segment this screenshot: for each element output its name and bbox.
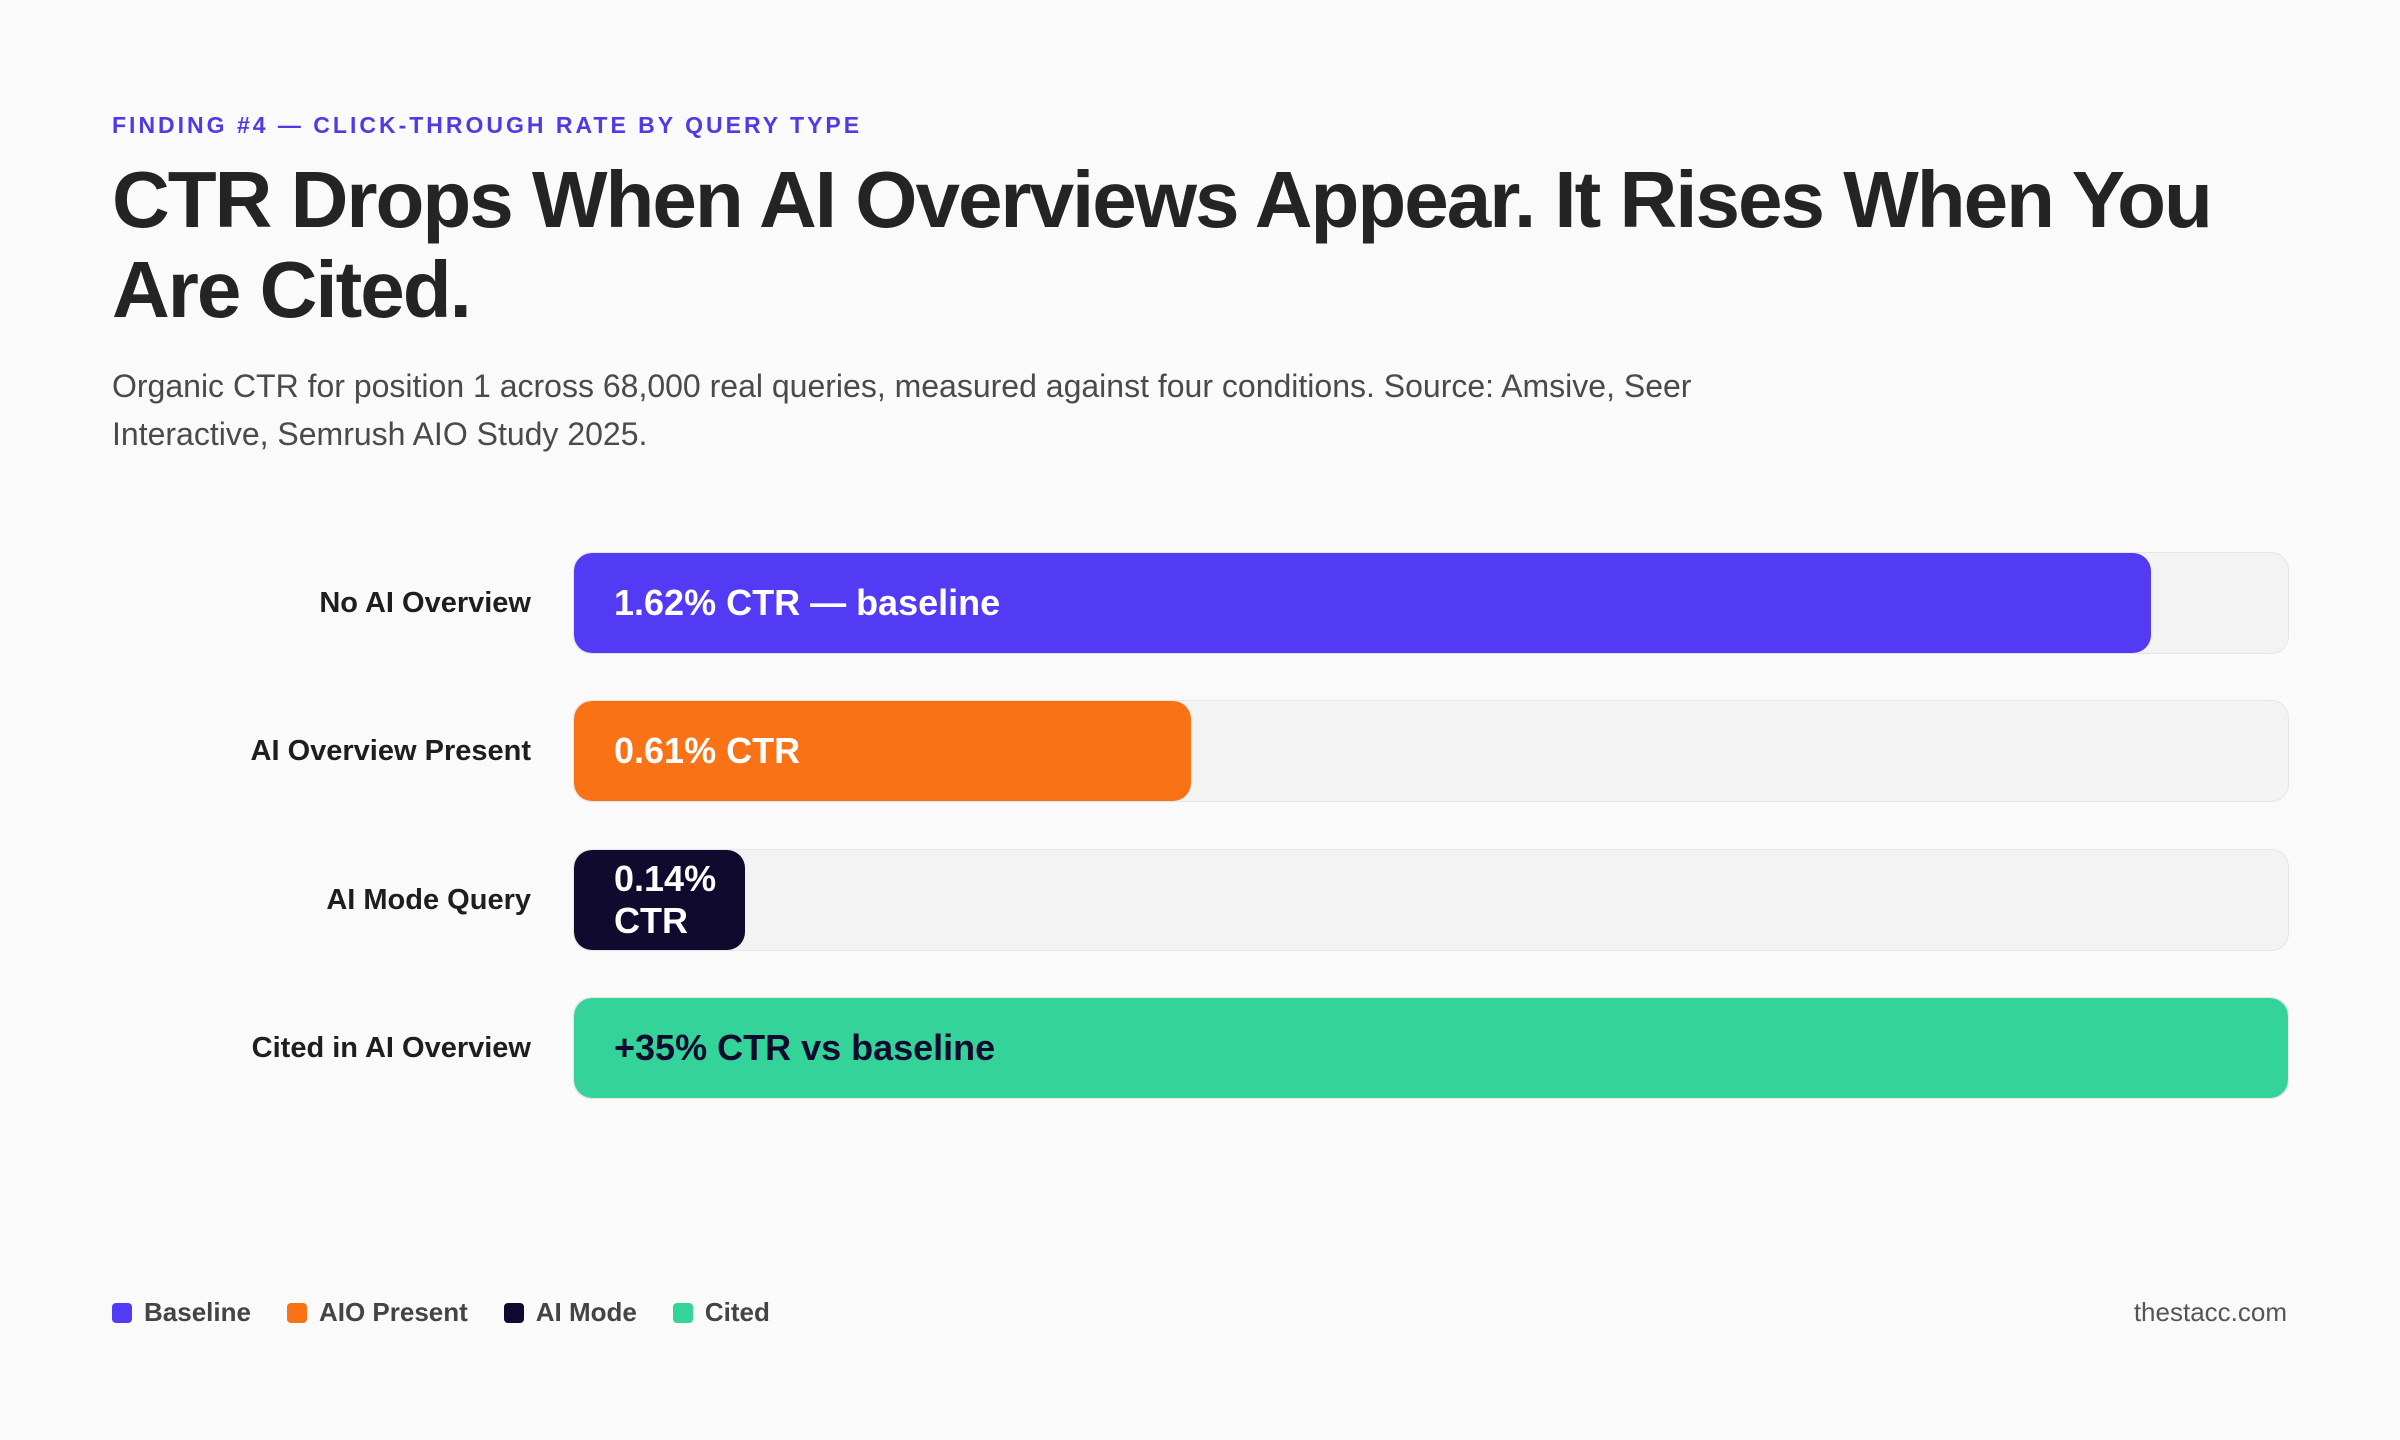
legend-label: Baseline bbox=[144, 1297, 251, 1327]
bar: +35% CTR vs baseline bbox=[574, 998, 2288, 1098]
legend-label: Cited bbox=[704, 1297, 770, 1327]
bar-row: AI Mode Query 0.14% CTR bbox=[0, 849, 2400, 951]
bar-value-label: 1.62% CTR — baseline bbox=[614, 582, 1001, 623]
bar: 0.14% CTR bbox=[574, 850, 746, 950]
bar-track: 0.14% CTR bbox=[573, 849, 2289, 951]
legend: Baseline AIO Present AI Mode Cited bbox=[112, 1297, 770, 1328]
category-label: No AI Overview bbox=[319, 587, 531, 619]
legend-swatch bbox=[286, 1302, 307, 1323]
bar-value-label: 0.14% CTR bbox=[614, 858, 717, 941]
chart-subtitle: Organic CTR for position 1 across 68,000… bbox=[112, 368, 1692, 452]
category-label: AI Mode Query bbox=[326, 884, 531, 916]
legend-item-aio-present: AIO Present bbox=[286, 1297, 468, 1328]
bar-row: No AI Overview 1.62% CTR — baseline bbox=[0, 552, 2400, 654]
legend-item-ai-mode: AI Mode bbox=[503, 1297, 637, 1328]
bar-row: Cited in AI Overview +35% CTR vs baseline bbox=[0, 997, 2400, 1099]
eyebrow-label: FINDING #4 — CLICK-THROUGH RATE BY QUERY… bbox=[112, 112, 863, 138]
bar-track: 0.61% CTR bbox=[573, 700, 2289, 802]
bar: 1.62% CTR — baseline bbox=[574, 553, 2151, 653]
legend-item-cited: Cited bbox=[672, 1297, 770, 1328]
bar-value-label: 0.61% CTR bbox=[614, 730, 801, 771]
chart-title: CTR Drops When AI Overviews Appear. It R… bbox=[112, 155, 2213, 334]
bar-value-label: +35% CTR vs baseline bbox=[614, 1027, 996, 1068]
legend-item-baseline: Baseline bbox=[112, 1297, 251, 1328]
bar-row: AI Overview Present 0.61% CTR bbox=[0, 700, 2400, 802]
legend-swatch bbox=[112, 1302, 132, 1323]
legend-swatch bbox=[672, 1302, 693, 1323]
bar-track: +35% CTR vs baseline bbox=[573, 997, 2289, 1099]
legend-swatch bbox=[503, 1302, 524, 1323]
bar: 0.61% CTR bbox=[574, 701, 1192, 801]
category-label: AI Overview Present bbox=[250, 735, 531, 767]
legend-label: AI Mode bbox=[535, 1297, 637, 1327]
category-label: Cited in AI Overview bbox=[251, 1032, 531, 1064]
legend-label: AIO Present bbox=[318, 1297, 468, 1327]
source-credit: thestacc.com bbox=[2133, 1297, 2287, 1327]
bar-track: 1.62% CTR — baseline bbox=[573, 552, 2289, 654]
